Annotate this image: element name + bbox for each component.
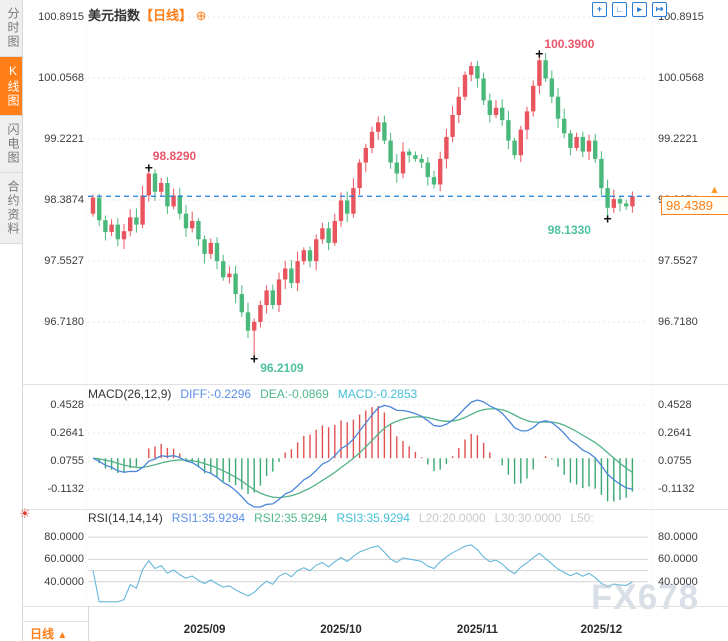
macd-axis-label-left: 0.0755 [50,455,84,467]
price-axis-label-right: 97.5527 [658,254,698,267]
rsi-l50-value: L50: [570,511,594,525]
price-axis-label-right: 96.7180 [658,315,698,328]
mark-low-962109-marker: + [250,350,259,367]
x-axis-label-2025-09: 2025/09 [183,624,226,636]
rsi2-value: RSI2:35.9294 [254,511,328,525]
sidebar-item-contract-info[interactable]: 合约资料 [0,173,22,244]
axis-scale-icon[interactable]: ∟ [612,2,627,17]
playback-icon[interactable]: ▸ [632,2,647,17]
macd-diff-value: DIFF:-0.2296 [180,387,252,401]
price-axis-label-left: 98.3874 [44,193,84,206]
rsi-axis-label-right: 80.0000 [658,531,698,544]
mark-low-98133-marker: + [603,210,612,227]
macd-axis-label-right: 0.0755 [658,455,692,467]
period-label: 【日线】 [140,8,193,23]
price-axis-label-left: 100.0568 [38,71,84,84]
rsi-axis-label-right: 60.0000 [658,553,698,566]
price-axis-label-left: 96.7180 [44,315,84,328]
rsi3-value: RSI3:35.9294 [336,511,410,525]
watermark: FX678 [591,578,700,617]
chart-title-bar: 美元指数【日线】 ⊕ [88,5,207,24]
x-axis-label-2025-10: 2025/10 [320,624,362,636]
period-cell-right-border [88,606,89,641]
mark-high-100390-label: 100.3900 [544,36,595,51]
rsi-params: RSI(14,14,14) [88,511,163,525]
price-axis-label-right: 100.0568 [658,71,704,84]
last-price-tag: 98.4389 [661,196,728,215]
macd-axis-label-right: 0.4528 [658,399,692,411]
chevron-up-icon: ▲ [57,630,68,641]
rsi-axis-label-left: 80.0000 [44,531,84,544]
macd-axis-label-left: -0.1132 [47,483,85,495]
price-up-arrow-icon: ▲ [709,184,720,196]
rsi-l30-value: L30:30.0000 [494,511,562,525]
chart-toolbar: + ∟ ▸ ↦ [592,2,667,17]
price-axis-label-right: 100.8915 [658,11,704,23]
sidebar-item-flash[interactable]: 闪电图 [0,116,22,173]
sidebar-item-kline[interactable]: K线图 [0,57,22,116]
sidebar-item-timeline[interactable]: 分时图 [0,0,22,57]
rsi-header: RSI(14,14,14) RSI1:35.9294 RSI2:35.9294 RSI… [88,511,603,525]
macd-axis-label-right: 0.2641 [658,427,692,439]
goto-latest-icon[interactable]: ↦ [652,2,667,17]
symbol-title: 美元指数 [88,8,141,23]
rsi-bottom-divider [22,606,728,607]
price-axis-label-left: 99.2221 [44,132,84,145]
macd-axis-label-left: 0.4528 [50,399,84,411]
macd-params: MACD(26,12,9) [88,387,172,401]
mark-high-98829-label: 98.8290 [152,148,197,163]
sidebar: 分时图 K线图 闪电图 合约资料 [0,0,23,641]
macd-rsi-divider [22,509,728,510]
rsi1-value: RSI1:35.9294 [171,511,246,525]
mark-high-98829-marker: + [144,159,153,176]
mark-low-962109-label: 96.2109 [260,361,304,376]
price-axis-label-left: 97.5527 [44,254,84,267]
rsi-axis-label-right: 40.0000 [658,575,698,588]
price-axis-label-right: 99.2221 [658,132,698,145]
macd-dea-value: DEA:-0.0869 [260,387,329,401]
macd-axis-label-right: -0.1132 [658,483,695,495]
price-macd-divider [22,384,728,385]
add-circle-icon[interactable]: ⊕ [195,8,207,23]
rsi-l20-value: L20:20.0000 [418,511,486,525]
rsi-axis-label-left: 60.0000 [44,553,84,566]
alert-blink-icon[interactable]: ☀ [19,506,31,521]
period-cell-top-border [22,621,88,622]
period-tab-label: 日线 [30,627,55,641]
price-axis-label-left: 100.8915 [38,11,84,23]
x-axis-label-2025-11: 2025/11 [456,624,498,636]
crosshair-icon[interactable]: + [592,2,607,17]
mark-low-98133-label: 98.1330 [547,222,591,237]
period-tab-daily[interactable]: 日线 ▲ [30,625,67,641]
mark-high-100390-marker: + [535,45,544,62]
macd-header: MACD(26,12,9) DIFF:-0.2296 DEA:-0.0869 MACD… [88,387,426,401]
macd-axis-label-left: 0.2641 [50,427,84,439]
rsi-axis-label-left: 40.0000 [44,575,84,588]
macd-macd-value: MACD:-0.2853 [337,387,418,401]
x-axis-label-2025-12: 2025/12 [580,624,623,636]
